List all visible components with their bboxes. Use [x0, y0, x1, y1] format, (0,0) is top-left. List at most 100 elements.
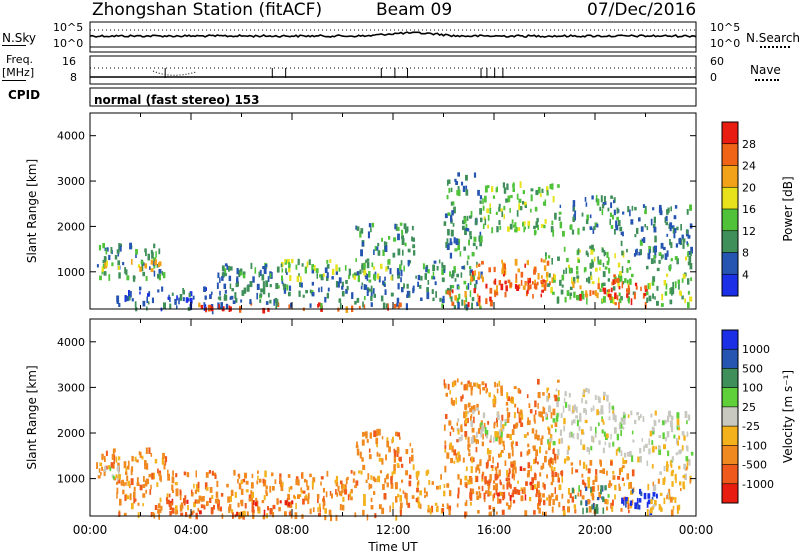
velocity-echo-cell [500, 420, 503, 426]
power-echo-cell [552, 291, 555, 295]
power-echo-cell [494, 278, 497, 285]
velocity-echo-cell [507, 396, 510, 402]
power-echo-cell [464, 228, 467, 235]
velocity-echo-cell [606, 470, 608, 476]
velocity-echo-cell [339, 504, 342, 511]
velocity-echo-cell [582, 391, 585, 395]
velocity-echo-cell [486, 434, 489, 439]
velocity-echo-cell [610, 460, 613, 466]
velocity-echo-cell [362, 431, 364, 437]
velocity-echo-cell [288, 487, 291, 493]
power-echo-cell [460, 272, 463, 278]
power-colorbar-tick-label: 28 [742, 138, 756, 151]
power-echo-cell [603, 196, 606, 203]
power-colorbar-tick-label: 16 [742, 203, 756, 216]
power-echo-cell [288, 291, 291, 297]
velocity-echo-cell [381, 507, 385, 515]
power-echo-cell [368, 271, 371, 278]
velocity-echo-cell [129, 493, 132, 501]
velocity-echo-cell [562, 510, 566, 516]
velocity-echo-cell [457, 493, 460, 499]
velocity-ytick-label: 4000 [57, 336, 85, 349]
power-echo-cell [401, 229, 404, 235]
velocity-echo-cell [467, 444, 470, 451]
velocity-echo-cell [492, 398, 496, 405]
power-echo-cell [503, 263, 506, 270]
velocity-echo-cell [240, 488, 244, 495]
velocity-echo-cell [376, 428, 379, 436]
velocity-echo-cell [591, 493, 595, 498]
velocity-echo-cell [487, 421, 490, 425]
velocity-echo-cell [539, 472, 542, 477]
power-echo-cell [219, 306, 222, 310]
power-echo-cell [228, 275, 232, 282]
velocity-echo-cell [127, 495, 130, 500]
velocity-echo-cell [113, 454, 116, 461]
velocity-echo-cell [671, 420, 673, 427]
power-echo-cell [289, 275, 292, 281]
velocity-echo-cell [377, 475, 381, 483]
velocity-echo-cell [197, 481, 200, 489]
velocity-echo-cell [244, 472, 247, 479]
velocity-echo-cell [517, 407, 519, 414]
velocity-colorbar-swatch [722, 464, 738, 485]
velocity-echo-cell [593, 502, 595, 510]
station-title: Zhongshan Station (fitACF) [92, 0, 323, 20]
velocity-echo-cell [550, 412, 553, 419]
power-echo-cell [102, 243, 105, 249]
velocity-echo-cell [400, 463, 404, 468]
velocity-echo-cell [473, 435, 475, 443]
power-echo-cell [507, 226, 510, 232]
velocity-echo-cell [531, 428, 535, 434]
power-echo-cell [542, 259, 546, 263]
power-echo-cell [633, 253, 636, 257]
power-echo-cell [644, 293, 647, 297]
velocity-echo-cell [325, 491, 328, 498]
velocity-echo-cell [175, 491, 179, 497]
power-echo-cell [606, 251, 609, 258]
velocity-echo-cell [546, 497, 549, 501]
velocity-echo-cell [390, 483, 394, 489]
velocity-echo-cell [470, 502, 472, 506]
power-echo-cell [392, 252, 396, 258]
power-colorbar-swatch [722, 274, 738, 297]
sky-right-tick-top: 10^5 [710, 21, 741, 34]
velocity-echo-cell [671, 481, 674, 487]
velocity-echo-cell [466, 410, 469, 414]
velocity-echo-cell [389, 505, 391, 513]
velocity-ytick-label: 2000 [57, 427, 85, 440]
velocity-echo-cell [539, 411, 543, 418]
power-echo-cell [443, 269, 446, 274]
velocity-echo-cell [516, 489, 519, 494]
velocity-echo-cell [116, 481, 119, 485]
power-colorbar-swatch [722, 122, 738, 145]
power-echo-cell [469, 231, 472, 236]
velocity-echo-cell [374, 478, 377, 483]
velocity-echo-cell [557, 473, 560, 480]
velocity-echo-cell [252, 509, 255, 513]
power-echo-cell [628, 298, 630, 304]
power-echo-cell [131, 298, 134, 302]
velocity-echo-cell [236, 512, 238, 517]
velocity-echo-cell [469, 382, 472, 387]
power-echo-cell [620, 240, 623, 247]
velocity-echo-cell [262, 514, 266, 520]
power-echo-cell [664, 253, 668, 260]
velocity-echo-cell [368, 483, 371, 490]
power-echo-cell [522, 190, 525, 195]
power-echo-cell [519, 206, 523, 211]
power-echo-cell [569, 294, 572, 300]
velocity-echo-cell [499, 491, 501, 497]
velocity-echo-cell [263, 509, 266, 517]
velocity-echo-cell [356, 441, 358, 447]
power-echo-cell [515, 273, 518, 281]
velocity-echo-cell [540, 438, 543, 445]
velocity-echo-cell [569, 493, 572, 499]
velocity-echo-cell [504, 460, 507, 466]
power-echo-cell [463, 300, 466, 306]
power-echo-cell [259, 293, 263, 297]
velocity-echo-cell [552, 418, 556, 423]
velocity-echo-cell [156, 482, 159, 487]
velocity-echo-cell [390, 479, 393, 485]
power-echo-cell [586, 277, 588, 283]
